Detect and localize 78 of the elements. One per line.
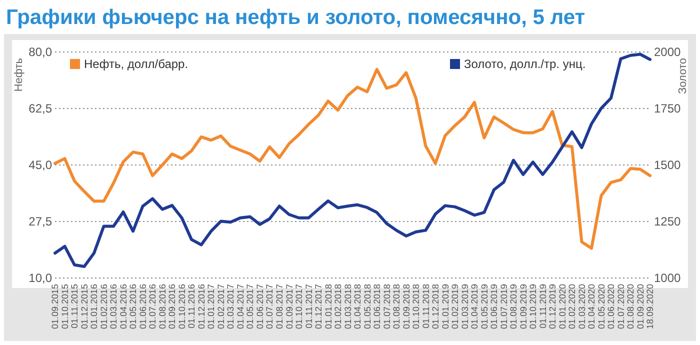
x-tick-label: 01.02.2017 [216,284,226,330]
x-tick-label: 01.03.2018 [342,284,353,330]
x-tick-label: 01.08.2020 [626,284,636,330]
x-tick-label: 01.02.2020 [567,284,578,330]
x-tick-label: 01.02.2019 [450,284,460,330]
x-tick-label: 01.03.2016 [108,284,119,330]
x-tick-label: 01.05.2017 [245,284,256,330]
x-tick-label: 01.12.2016 [196,284,206,330]
x-tick-label: 01.03.2020 [576,284,587,330]
x-tick-label: 01.11.2018 [420,284,431,328]
y-tick-label: 27,5 [28,214,52,229]
x-tick-label: 01.12.2018 [430,284,441,330]
x-tick-label: 01.06.2020 [606,284,616,330]
x-tick-label: 01.03.2017 [226,284,236,330]
x-tick-label: 01.09.2018 [401,284,412,330]
x-tick-label: 01.09.2015 [50,284,60,330]
x-tick-label: 01.04.2019 [470,284,480,330]
y2-tick-label: 1750 [654,102,682,116]
x-tick-label: 01.08.2018 [392,284,402,330]
x-tick-label: 01.07.2017 [264,284,275,330]
x-tick-label: 01.01.2018 [323,284,334,330]
x-tick-label: 01.01.2016 [89,284,100,330]
x-tick-label: 01.12.2017 [314,284,324,330]
x-tick-label: 01.05.2020 [596,284,606,330]
x-tick-label: 01.09.2016 [167,284,178,330]
x-tick-label: 01.04.2017 [235,284,246,330]
x-tick-label: 01.07.2019 [498,284,509,330]
x-tick-label: 01.04.2020 [586,284,597,330]
x-tick-label: 01.10.2019 [528,284,538,330]
y-tick-label: 45,0 [28,158,52,172]
legend-label: Нефть, долл/барр. [84,57,188,71]
x-tick-label: 01.09.2020 [635,284,646,330]
y-axis-title: Нефть [13,58,25,92]
x-tick-label: 01.10.2015 [60,284,70,330]
x-tick-label: 01.07.2020 [616,284,626,330]
y2-tick-label: 1000 [654,271,682,286]
x-tick-label: 01.02.2016 [98,284,109,330]
x-tick-label: 01.05.2018 [362,284,372,330]
x-tick-label: 01.11.2016 [186,284,197,328]
x-tick-label: 01.07.2018 [382,284,392,330]
x-tick-label: 01.04.2016 [118,284,128,330]
chart-title: Графики фьючерс на нефть и золото, помесячно, 5 лет [6,6,586,29]
line-series [54,52,652,268]
x-tick-label: 01.03.2019 [460,284,470,330]
y2-tick-label: 1250 [654,214,682,229]
x-tick-label: 01.09.2019 [518,284,528,330]
x-tick-label: 01.10.2017 [294,284,304,330]
x-tick-label: 01.06.2017 [254,284,265,330]
x-tick-label: 01.06.2016 [138,284,148,330]
x-tick-label: 01.04.2018 [352,284,363,330]
y-tick-label: 10,0 [28,271,52,286]
y2-tick-label: 2000 [654,45,682,60]
x-tick-label: 01.09.2017 [284,284,294,330]
legend-label: Золото, долл./тр. унц. [464,57,586,71]
x-tick-label: 01.07.2016 [148,284,158,330]
x-tick-label: 01.11.2017 [304,284,314,328]
y-tick-label: 62,5 [28,102,52,116]
x-tick-label: 01.08.2016 [157,284,168,330]
x-tick-label: 01.01.2017 [206,284,216,330]
y2-tick-label: 1500 [654,158,682,172]
x-tick-label: 01.12.2015 [79,284,90,330]
x-tick-label: 01.05.2019 [479,284,490,330]
x-tick-label: 01.06.2018 [372,284,382,330]
x-tick-label: 01.10.2016 [176,284,187,330]
x-tick-label: 01.01.2020 [557,284,568,330]
x-tick-label: 01.11.2015 [70,284,80,328]
x-tick-label: 01.08.2017 [274,284,284,330]
y-tick-label: 80,0 [28,45,52,60]
x-tick-label: 01.05.2016 [128,284,138,330]
x-tick-label: 01.01.2019 [440,284,450,330]
x-tick-label: 01.08.2019 [508,284,519,330]
y2-axis-title: Золото [677,58,689,94]
x-tick-label: 18.09.2020 [645,284,656,330]
x-tick-label: 01.10.2018 [411,284,422,330]
x-tick-label: 01.12.2019 [548,284,558,330]
x-tick-label: 01.11.2019 [538,284,548,328]
x-tick-label: 01.06.2019 [489,284,500,330]
x-tick-label: 01.02.2018 [333,284,344,330]
